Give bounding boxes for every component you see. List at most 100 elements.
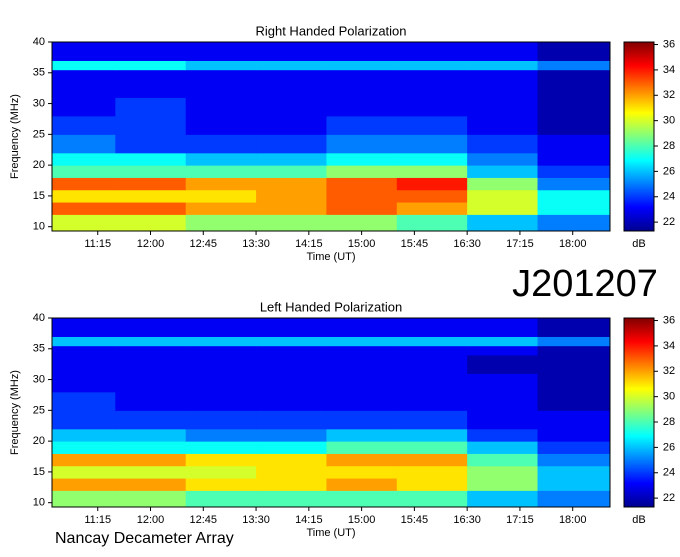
heatmap-cell <box>467 490 539 508</box>
heatmap-cell <box>52 189 116 203</box>
x-tick-label: 15:00 <box>348 514 376 526</box>
heatmap-cell <box>326 177 398 191</box>
heatmap-cell <box>396 42 468 61</box>
colorbar-tick-label: 32 <box>663 89 675 101</box>
y-tick-label: 30 <box>33 97 45 109</box>
x-tick-label: 17:15 <box>506 238 534 250</box>
heatmap-cell <box>52 42 116 61</box>
x-tick-label: 16:30 <box>453 514 481 526</box>
heatmap-cell <box>52 115 116 135</box>
heatmap-cell <box>467 428 539 442</box>
heatmap-cell <box>256 354 327 374</box>
colorbar-tick-label: 26 <box>663 441 675 453</box>
heatmap-cell <box>52 60 116 71</box>
heatmap-cell <box>467 478 539 491</box>
heatmap-cell <box>467 373 539 393</box>
heatmap-cell <box>396 78 468 98</box>
heatmap-cell <box>396 318 468 337</box>
heatmap-cell <box>115 336 187 347</box>
heatmap-cell <box>185 134 257 154</box>
heatmap-cell <box>537 97 611 117</box>
heatmap-cell <box>396 465 468 479</box>
colorbar-tick-label: 34 <box>663 64 675 76</box>
heatmap-cell <box>256 478 327 491</box>
heatmap-cell <box>537 115 611 135</box>
heatmap-cell <box>326 42 398 61</box>
heatmap-cell <box>52 69 116 80</box>
heatmap-cell <box>467 202 539 215</box>
heatmap-cell <box>256 410 327 430</box>
heatmap-cell <box>467 42 539 61</box>
heatmap-cell <box>467 177 539 191</box>
heatmap-cell <box>326 134 398 154</box>
heatmap-cell <box>256 465 327 479</box>
heatmap-cell <box>467 336 539 347</box>
x-tick-label: 18:00 <box>559 514 587 526</box>
heatmap-cell <box>185 318 257 337</box>
heatmap-cell <box>52 177 116 191</box>
heatmap-cell <box>185 115 257 135</box>
heatmap-cell <box>326 189 398 203</box>
heatmap-cell <box>52 453 116 467</box>
heatmap-cell <box>326 428 398 442</box>
heatmap-cell <box>467 69 539 80</box>
heatmap-cell <box>185 478 257 491</box>
y-tick-label: 25 <box>33 128 45 140</box>
heatmap-cell <box>185 410 257 430</box>
heatmap-cell <box>467 453 539 467</box>
heatmap-cell <box>396 373 468 393</box>
heatmap-cell <box>52 318 116 337</box>
heatmap-cell <box>537 177 611 191</box>
chart-title: Left Handed Polarization <box>260 299 402 314</box>
colorbar-tick-label: 30 <box>663 391 675 403</box>
heatmap-cell <box>537 134 611 154</box>
heatmap-cell <box>52 345 116 356</box>
heatmap-cell <box>185 60 257 71</box>
heatmap-cell <box>115 391 187 411</box>
heatmap-cell <box>326 69 398 80</box>
y-tick-label: 20 <box>33 159 45 171</box>
colorbar-tick-label: 22 <box>663 216 675 228</box>
x-tick-label: 18:00 <box>559 238 587 250</box>
heatmap-cell <box>185 42 257 61</box>
heatmap-cell <box>256 152 327 166</box>
heatmap-cell <box>52 152 116 166</box>
heatmap-cell <box>52 78 116 98</box>
heatmap-cell <box>256 318 327 337</box>
heatmap-cell <box>396 202 468 215</box>
heatmap-cell <box>256 69 327 80</box>
heatmap-cell <box>396 60 468 71</box>
heatmap-cell <box>537 345 611 356</box>
heatmap-cell <box>115 478 187 491</box>
colorbar-tick-label: 36 <box>663 314 675 326</box>
heatmap-cell <box>396 165 468 178</box>
heatmap-cell <box>185 336 257 347</box>
heatmap-cell <box>396 453 468 467</box>
heatmap-cell <box>115 78 187 98</box>
heatmap-cell <box>115 490 187 508</box>
heatmap-cell <box>185 69 257 80</box>
heatmap-cell <box>467 410 539 430</box>
heatmap-cell <box>256 202 327 215</box>
heatmap-cell <box>326 410 398 430</box>
plot-frame <box>51 317 611 508</box>
heatmap-cell <box>396 354 468 374</box>
heatmap-cell <box>467 97 539 117</box>
heatmap-cell <box>52 165 116 178</box>
heatmap-cell <box>115 214 187 232</box>
heatmap-cell <box>256 177 327 191</box>
heatmap-cell <box>256 441 327 454</box>
heatmap-cell <box>396 478 468 491</box>
heatmap-cell <box>467 318 539 337</box>
heatmap-cell <box>52 354 116 374</box>
heatmap-cell <box>396 490 468 508</box>
heatmap-cell <box>326 152 398 166</box>
colorbar-tick-label: 26 <box>663 165 675 177</box>
y-tick-label: 15 <box>33 190 45 202</box>
heatmap-cell <box>52 214 116 232</box>
heatmap-cell <box>467 60 539 71</box>
heatmap-cell <box>52 465 116 479</box>
x-tick-label: 15:45 <box>401 238 429 250</box>
heatmap-cell <box>185 490 257 508</box>
